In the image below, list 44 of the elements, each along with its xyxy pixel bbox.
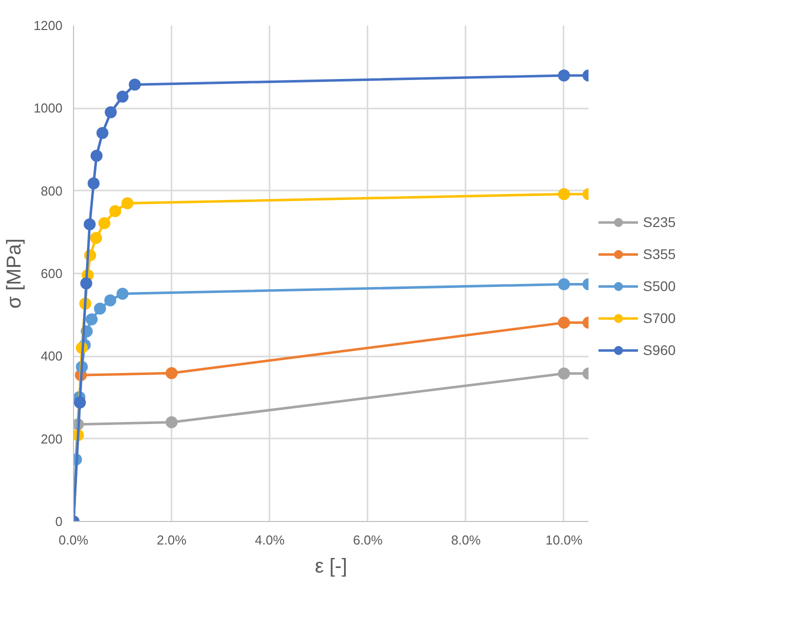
x-tick-label: 8.0% bbox=[451, 532, 482, 548]
point bbox=[86, 313, 98, 326]
point bbox=[558, 188, 570, 200]
point bbox=[116, 288, 129, 300]
x-tick-label: 6.0% bbox=[352, 532, 384, 548]
point bbox=[116, 90, 129, 103]
x-tick-label: 4.0% bbox=[254, 532, 285, 548]
point bbox=[98, 217, 110, 230]
legend-label: S355 bbox=[643, 246, 676, 262]
point bbox=[74, 396, 86, 408]
y-tick-label: 1200 bbox=[34, 18, 62, 33]
y-tick-label: 800 bbox=[40, 183, 63, 198]
point bbox=[84, 218, 96, 230]
point bbox=[90, 232, 102, 244]
x-tick-label: 0.0% bbox=[58, 532, 89, 548]
point bbox=[558, 316, 570, 329]
y-tick-label: 600 bbox=[40, 266, 63, 281]
y-axis-title: σ [MPa] bbox=[4, 238, 26, 309]
point bbox=[90, 150, 103, 162]
point bbox=[104, 294, 116, 306]
y-tick-label: 0 bbox=[55, 514, 63, 529]
legend-label: S960 bbox=[643, 342, 676, 358]
point bbox=[166, 367, 178, 380]
legend-label: S500 bbox=[643, 278, 676, 294]
point bbox=[96, 126, 108, 139]
x-tick-label: 2.0% bbox=[156, 532, 187, 548]
y-tick-label: 200 bbox=[40, 431, 63, 446]
legend-label: S235 bbox=[643, 214, 676, 230]
point bbox=[80, 277, 92, 290]
y-tick-label: 1000 bbox=[34, 100, 62, 116]
x-tick-label: 10.0% bbox=[546, 532, 583, 548]
y-tick-label: 400 bbox=[40, 348, 63, 364]
x-axis-title: ε [-] bbox=[314, 556, 348, 578]
legend-label: S700 bbox=[643, 310, 676, 326]
point bbox=[558, 278, 570, 290]
point bbox=[558, 70, 570, 82]
point bbox=[88, 177, 100, 190]
point bbox=[121, 197, 134, 210]
point bbox=[109, 205, 122, 218]
point bbox=[166, 416, 178, 428]
point bbox=[128, 78, 141, 91]
point bbox=[94, 302, 106, 315]
point bbox=[104, 106, 117, 118]
point bbox=[558, 368, 570, 380]
